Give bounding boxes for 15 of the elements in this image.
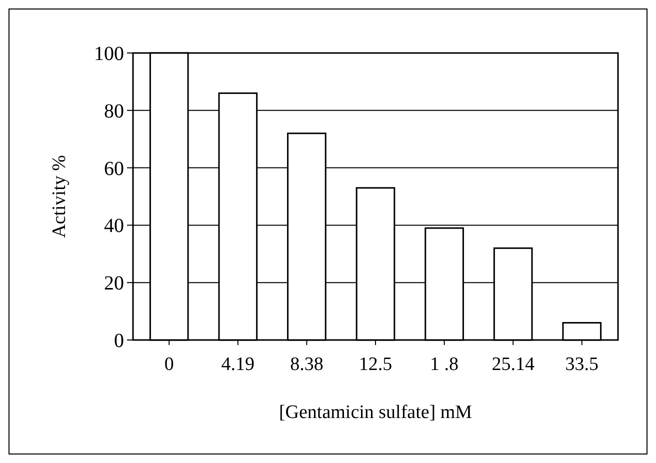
x-tick-label: 12.5 [358, 354, 392, 375]
x-tick-label: 8.38 [290, 354, 324, 375]
x-tick-label: 25.14 [492, 354, 535, 375]
x-axis-title: [Gentamicin sulfate] mM [278, 402, 472, 423]
y-tick-label: 40 [104, 215, 124, 238]
y-tick-label: 80 [104, 100, 124, 122]
x-tick-label: 33.5 [565, 354, 599, 375]
y-tick-label: 60 [104, 158, 124, 180]
y-axis-title: Activity % [49, 154, 70, 238]
x-tick-label: 1 .8 [430, 354, 459, 375]
y-tick-label: 100 [94, 43, 124, 65]
x-tick-label: 4.19 [221, 354, 255, 375]
x-tick-label: 0 [164, 354, 174, 375]
y-tick-label: 20 [104, 272, 124, 295]
y-tick-label: 0 [114, 330, 124, 352]
